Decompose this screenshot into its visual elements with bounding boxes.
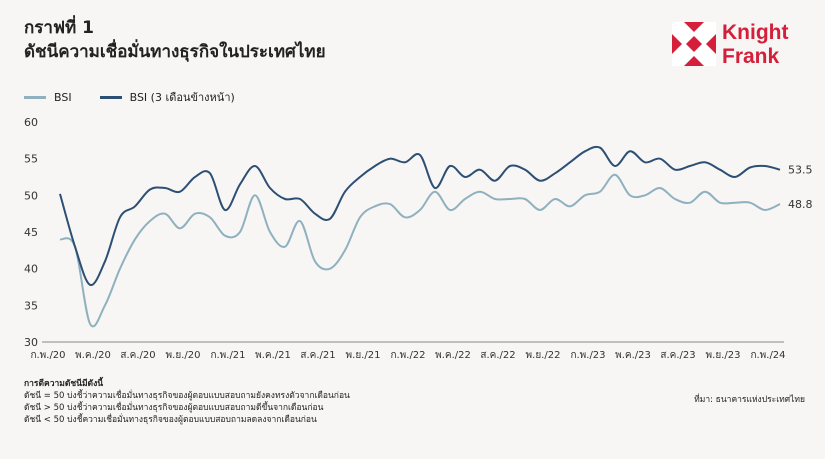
y-tick-label: 60	[24, 116, 38, 129]
legend-label: BSI (3 เดือนข้างหน้า)	[129, 91, 235, 104]
y-tick-label: 30	[24, 336, 38, 349]
x-tick-label: พ.ย./22	[526, 350, 561, 361]
legend-label: BSI	[54, 90, 72, 104]
series-line-0	[59, 173, 781, 328]
x-tick-label: ก.พ./23	[570, 350, 605, 361]
x-tick-label: พ.ค./20	[75, 350, 111, 361]
x-tick-label: พ.ย./23	[706, 350, 741, 361]
y-tick-label: 40	[24, 263, 38, 276]
chart-label: กราฟที่ 1	[24, 18, 94, 38]
source-note: ที่มา: ธนาคารแห่งประเทศไทย	[694, 395, 805, 405]
end-value-label: 48.8	[788, 198, 813, 211]
notes-line: ดัชนี > 50 บ่งชี้ว่าความเชื่อมั่นทางธุรก…	[24, 403, 324, 413]
title-block: กราฟที่ 1 ดัชนีความเชื่อมั่นทางธุรกิจในป…	[24, 16, 326, 64]
series-line-1	[59, 145, 781, 286]
legend-item-bsi: BSI	[24, 91, 72, 104]
x-tick-label: พ.ย./20	[166, 350, 201, 361]
logo-word-2: Frank	[722, 45, 780, 68]
x-tick-label: ส.ค./21	[300, 350, 335, 361]
end-value-label: 53.5	[788, 164, 813, 177]
notes-line: ดัชนี < 50 บ่งชี้ความเชื่อมั่นทางธุรกิจข…	[24, 415, 317, 425]
x-tick-label: ก.พ./22	[390, 350, 425, 361]
y-tick-label: 55	[24, 153, 38, 166]
x-tick-label: ก.พ./24	[750, 350, 785, 361]
y-tick-label: 35	[24, 299, 38, 312]
x-tick-label: ก.พ./20	[30, 350, 65, 361]
x-tick-label: พ.ค./22	[435, 350, 471, 361]
x-tick-label: ส.ค./20	[120, 350, 155, 361]
legend: BSI BSI (3 เดือนข้างหน้า)	[24, 88, 263, 106]
logo-word-1: Knight	[722, 21, 789, 44]
chart-title: ดัชนีความเชื่อมั่นทางธุรกิจในประเทศไทย	[24, 42, 326, 62]
x-tick-label: ก.พ./21	[210, 350, 245, 361]
y-tick-label: 50	[24, 189, 38, 202]
notes-title: การตีความดัชนีมีดังนี้	[24, 379, 104, 389]
x-tick-label: พ.ค./23	[615, 350, 651, 361]
notes: การตีความดัชนีมีดังนี้ ดัชนี = 50 บ่งชี้…	[24, 378, 350, 426]
y-tick-label: 45	[24, 226, 38, 239]
legend-swatch	[99, 95, 122, 99]
notes-line: ดัชนี = 50 บ่งชี้ว่าความเชื่อมั่นทางธุรก…	[24, 391, 350, 401]
logo-mark-icon	[672, 22, 716, 66]
x-tick-label: ส.ค./23	[660, 350, 695, 361]
x-tick-label: ส.ค./22	[480, 350, 515, 361]
legend-item-bsi-3m: BSI (3 เดือนข้างหน้า)	[99, 88, 235, 106]
knight-frank-logo: Knight Frank	[672, 20, 812, 76]
x-tick-label: พ.ย./21	[346, 350, 381, 361]
x-tick-label: พ.ค./21	[255, 350, 291, 361]
legend-swatch	[24, 95, 46, 99]
